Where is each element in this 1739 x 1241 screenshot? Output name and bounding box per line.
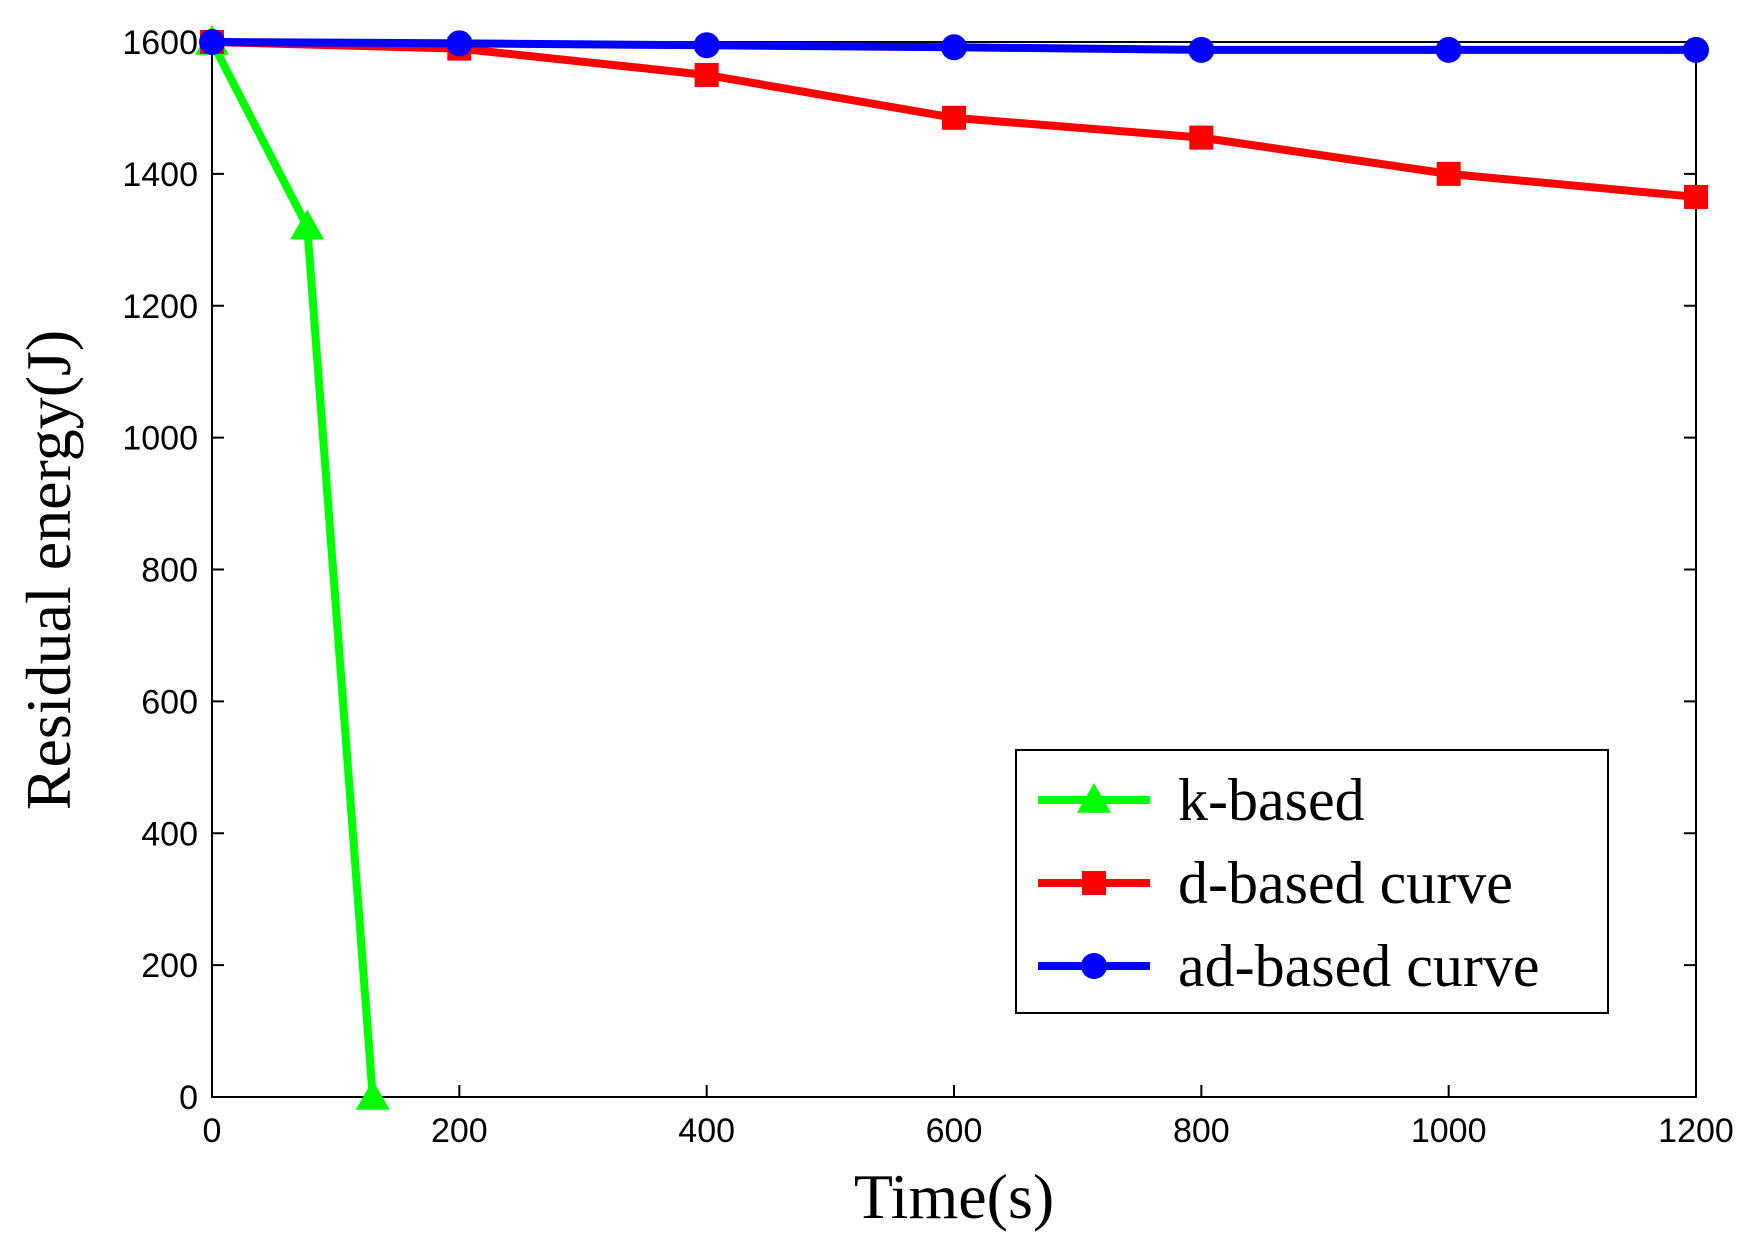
y-tick-label: 1600 <box>122 24 198 62</box>
data-point-ad-based-curve <box>941 34 967 61</box>
legend-marker-d-based-curve <box>1082 871 1106 895</box>
y-axis: 0 200 400 600 800 1000 1200 1400 1600 <box>122 24 1696 1117</box>
x-axis-label: Time(s) <box>854 1161 1054 1232</box>
series-layer <box>195 25 1709 1110</box>
legend-label-ad-based-curve: ad-based curve <box>1178 933 1539 999</box>
data-point-ad-based-curve <box>446 30 473 57</box>
x-tick-label: 400 <box>678 1112 735 1150</box>
x-tick-label: 1200 <box>1658 1112 1734 1150</box>
legend-marker-k-based <box>1077 783 1111 813</box>
y-tick-label: 1200 <box>122 288 198 326</box>
data-point-d-based-curve <box>1684 184 1708 209</box>
legend-label-d-based-curve: d-based curve <box>1178 850 1513 916</box>
data-point-ad-based-curve <box>693 32 720 59</box>
data-point-d-based-curve <box>942 105 966 130</box>
legend-marker-ad-based-curve <box>1081 953 1107 979</box>
y-axis-label: Residual energy(J) <box>13 330 84 810</box>
legend-label-k-based: k-based <box>1178 767 1365 833</box>
data-point-ad-based-curve <box>199 29 225 55</box>
data-point-ad-based-curve <box>1683 36 1709 63</box>
data-point-k-based <box>290 209 325 240</box>
x-tick-label: 200 <box>431 1112 488 1150</box>
legend-item-ad-based-curve: ad-based curve <box>1038 933 1539 999</box>
y-tick-label: 800 <box>141 552 198 590</box>
series-ad-based-curve <box>199 29 1709 63</box>
data-point-d-based-curve <box>1436 161 1461 186</box>
y-tick-label: 1400 <box>122 156 198 194</box>
legend-item-k-based: k-based <box>1038 767 1365 833</box>
y-tick-label: 400 <box>141 815 198 853</box>
data-point-ad-based-curve <box>1188 36 1215 63</box>
x-tick-label: 600 <box>926 1112 983 1150</box>
y-tick-label: 0 <box>179 1079 198 1117</box>
legend: k-based d-based curve ad-based curve <box>1015 749 1609 1014</box>
y-tick-label: 1000 <box>122 420 198 458</box>
legend-item-d-based-curve: d-based curve <box>1038 850 1513 916</box>
data-point-d-based-curve <box>694 62 719 87</box>
y-tick-label: 200 <box>141 947 198 985</box>
x-tick-label: 1000 <box>1411 1112 1487 1150</box>
x-tick-label: 0 <box>203 1112 222 1150</box>
y-tick-label: 600 <box>141 683 198 721</box>
x-tick-label: 800 <box>1173 1112 1230 1150</box>
data-point-ad-based-curve <box>1435 36 1462 63</box>
x-axis: 0 200 400 600 800 1000 1200 <box>203 42 1734 1150</box>
data-point-d-based-curve <box>1189 125 1214 150</box>
data-point-k-based <box>355 1080 390 1110</box>
